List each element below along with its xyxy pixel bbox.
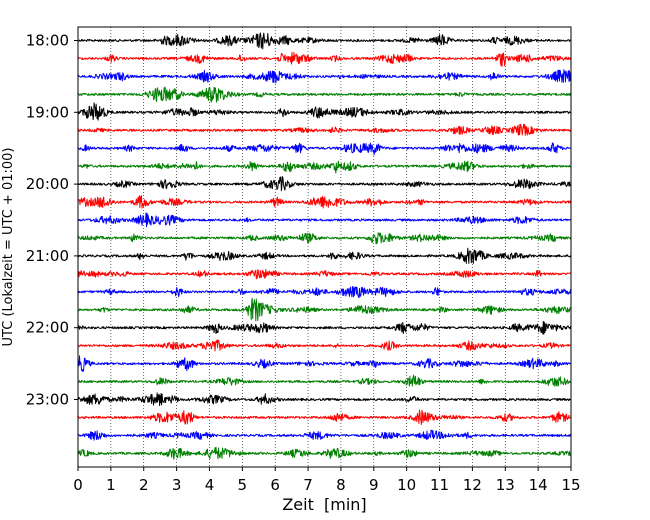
seismic-trace (77, 355, 572, 372)
seismic-trace (77, 51, 572, 67)
seismic-trace (77, 392, 572, 407)
x-tick-label: 5 (238, 476, 248, 494)
y-tick-label: 23:00 (26, 391, 69, 409)
seismic-trace (77, 195, 572, 209)
seismic-trace (77, 374, 572, 387)
x-tick-label: 10 (397, 476, 416, 494)
x-tick-label: 7 (303, 476, 313, 494)
seismic-trace (77, 160, 572, 174)
seismic-trace (77, 339, 572, 352)
x-tick-label: 1 (106, 476, 116, 494)
x-tick-label: 3 (172, 476, 182, 494)
x-tick-label: 14 (529, 476, 548, 494)
seismic-trace (77, 297, 572, 322)
seismic-trace (77, 142, 572, 156)
y-axis: 18:00 19:00 20:00 21:00 22:00 23:00 (26, 32, 78, 409)
seismic-trace (77, 69, 572, 84)
seismic-trace (77, 212, 572, 228)
y-tick-label: 20:00 (26, 175, 69, 193)
y-tick-label: 19:00 (26, 103, 69, 121)
x-tick-label: 0 (73, 476, 83, 494)
x-tick-label: 15 (561, 476, 580, 494)
x-tick-label: 9 (369, 476, 379, 494)
seismic-trace (77, 176, 572, 192)
x-tick-label: 12 (463, 476, 482, 494)
seismic-trace (77, 102, 572, 121)
grid-lines (110, 27, 539, 467)
x-tick-label: 8 (336, 476, 346, 494)
trace-group (77, 32, 572, 460)
seismic-trace (77, 123, 572, 136)
y-tick-label: 22:00 (26, 319, 69, 337)
x-tick-label: 6 (270, 476, 280, 494)
seismic-trace (77, 446, 572, 460)
seismic-trace (77, 409, 572, 426)
seismic-trace (77, 232, 572, 245)
seismic-trace (77, 86, 572, 103)
plot-frame (77, 26, 572, 468)
seismic-trace (77, 429, 572, 441)
x-tick-label: 13 (496, 476, 515, 494)
seismic-trace (77, 285, 572, 299)
x-tick-label: 11 (430, 476, 449, 494)
seismic-trace (77, 247, 572, 264)
x-tick-label: 4 (205, 476, 215, 494)
seismic-trace (77, 320, 572, 335)
x-axis-label: Zeit [min] (282, 495, 366, 514)
seismic-trace (77, 32, 572, 50)
y-axis-label: UTC (Lokalzeit = UTC + 01:00) (1, 148, 16, 347)
x-axis: 0 1 2 3 4 5 6 7 8 9 10 11 12 13 14 15 (73, 467, 581, 494)
y-tick-label: 18:00 (26, 32, 69, 50)
y-tick-label: 21:00 (26, 247, 69, 265)
seismic-trace (77, 269, 572, 280)
x-tick-label: 2 (139, 476, 149, 494)
